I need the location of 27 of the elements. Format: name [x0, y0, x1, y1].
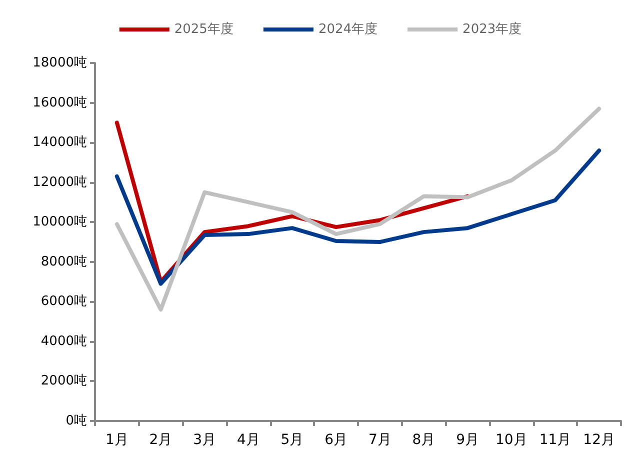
y-tick-label: 2000吨 [40, 374, 87, 389]
x-tick-label: 2月 [149, 432, 172, 448]
y-tick-label: 18000吨 [32, 56, 87, 70]
y-tick-label: 6000吨 [40, 294, 87, 310]
y-tick-label: 14000吨 [32, 135, 87, 150]
x-tick-label: 5月 [280, 432, 304, 448]
line-series [114, 148, 602, 286]
x-tick-label: 7月 [368, 432, 392, 448]
y-tick-label: 16000吨 [32, 95, 87, 110]
x-tick-label: 9月 [456, 432, 480, 448]
x-tick-label: 8月 [412, 432, 436, 448]
x-tick-label: 6月 [324, 432, 348, 448]
legend-label: 2025年度 [174, 21, 234, 37]
y-tick-label: 8000吨 [40, 254, 87, 270]
x-tick-label: 10月 [496, 432, 528, 448]
y-tick-label: 0吨 [66, 414, 87, 428]
x-tick-label: 1月 [105, 432, 128, 448]
line-series [114, 106, 602, 312]
y-tick-label: 12000吨 [32, 174, 87, 190]
x-tick-label: 11月 [539, 432, 572, 448]
x-tick-label: 3月 [193, 432, 216, 448]
x-tick-label: 12月 [583, 432, 615, 448]
legend-label: 2023年度 [462, 21, 522, 37]
y-tick-label: 4000吨 [40, 334, 87, 349]
x-tick-label: 4月 [236, 432, 260, 448]
legend-label: 2024年度 [318, 21, 378, 37]
y-tick-label: 10000吨 [32, 214, 87, 230]
